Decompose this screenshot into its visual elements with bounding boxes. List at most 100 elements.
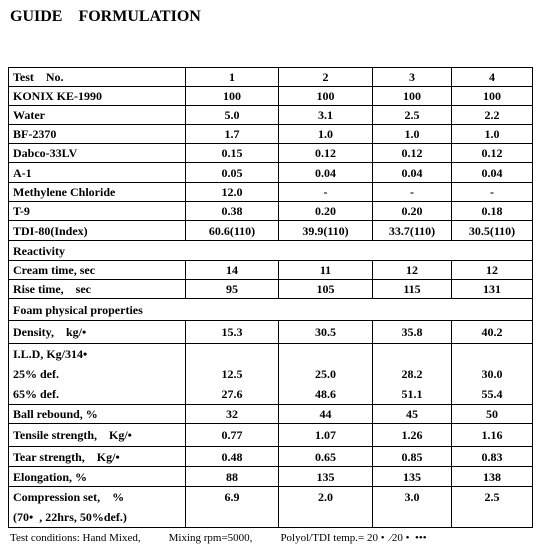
formulation-table: Test No. 1 2 3 4 KONIX KE-1990 100 100 100 100 Wat… <box>8 67 533 528</box>
cell-value: 100 <box>451 86 533 106</box>
row-label: I.L.D, Kg/314• <box>13 347 88 361</box>
cell-value: 0.77 <box>185 423 279 447</box>
value-cell: 6.9 <box>185 486 279 528</box>
value-cell: 2.0 <box>278 486 373 528</box>
value-cell: 25.0 48.6 <box>278 343 373 405</box>
cell-value: 0.20 <box>372 201 452 221</box>
cell-value: 0.05 <box>185 162 279 183</box>
value-cell: 2.5 <box>451 486 533 528</box>
cell-value: 1.7 <box>185 124 279 144</box>
label-cell: Compression set, % (70• , 22hrs, 50%def.) <box>8 486 186 528</box>
cell-value: 25.0 <box>315 367 336 381</box>
footer-text: Test conditions: Hand Mixed, <box>10 532 141 544</box>
cell-value: - <box>372 182 452 202</box>
table-row: Tear strength, Kg/• 0.48 0.65 0.85 0.83 <box>8 446 533 467</box>
cell-value: 0.12 <box>278 143 373 163</box>
cell-value: 105 <box>278 279 373 299</box>
cell-value: 2.2 <box>451 105 533 125</box>
table-row: Methylene Chloride 12.0- - - <box>8 182 533 202</box>
cell-value: 30.5 <box>278 320 373 344</box>
cell-value: 135 <box>372 466 452 487</box>
cell-value: 12.5 <box>221 367 243 381</box>
row-label: Compression set, % <box>13 490 125 504</box>
cell-value: 115 <box>372 279 452 299</box>
table-row: Foam physical properties <box>8 298 533 321</box>
cell-value: 131 <box>451 279 533 299</box>
spacer <box>377 344 447 364</box>
row-label: KONIX KE-1990 <box>8 86 186 106</box>
cell-value: 50 <box>451 404 533 424</box>
row-label: 25% def. <box>13 367 59 381</box>
cell-value: 39.9(110) <box>278 220 373 241</box>
row-label: Methylene Chloride <box>8 182 186 202</box>
table-row: Tensile strength, Kg/• 0.77 1.07 1.26 1.16 <box>8 423 533 447</box>
table-row: Water 5.0 3.1 2.5 2.2 <box>8 105 533 125</box>
row-label: Ball rebound, % <box>8 404 186 424</box>
table-row: TDI-80(Index) 60.6(110) 39.9(110) 33.7(110)… <box>8 220 533 241</box>
title: GUIDE FORMULATION <box>10 8 201 25</box>
cell-value: 28.2 <box>401 367 423 381</box>
cell-value: 1.0 <box>372 124 452 144</box>
cell-value: 3.1 <box>278 105 373 125</box>
table-row: Test No. 1 2 3 4 <box>8 67 533 87</box>
cell-value: 3 <box>372 67 452 87</box>
cell-value: 12 <box>372 260 452 280</box>
cell-value: 2 <box>278 67 373 87</box>
cell-value: 0.85 <box>372 446 452 467</box>
cell-value: 32 <box>185 404 279 424</box>
cell-value: 100 <box>185 86 279 106</box>
row-label: TDI-80(Index) <box>8 220 186 241</box>
cell-value: 0.20 <box>278 201 373 221</box>
cell-value: 100 <box>278 86 373 106</box>
row-label: Cream time, sec <box>8 260 186 280</box>
row-label: A-1 <box>8 162 186 183</box>
cell-value: 30.0 <box>481 367 503 381</box>
cell-value: 0.48 <box>185 446 279 467</box>
cell-value: 33.7(110) <box>372 220 452 241</box>
label-cell: I.L.D, Kg/314• 25% def. 65% def. <box>8 343 186 405</box>
cell-value: 14 <box>185 260 279 280</box>
table-row: Density, kg/• 15.3 30.5 35.8 40.2 <box>8 320 533 344</box>
cell-value: - <box>451 182 533 202</box>
table-row: BF-2370 1.7 1.0 1.0 1.0 <box>8 124 533 144</box>
row-label: Tensile strength, Kg/• <box>8 423 186 447</box>
value-cell: 12.5 27.6 <box>185 343 279 405</box>
table-row: Dabco-33LV 0.15 0.12 0.12 0.12 <box>8 143 533 163</box>
cell-value: 2.0 <box>318 490 333 504</box>
row-label: T-9 <box>8 201 186 221</box>
cell-value: 0.12 <box>372 143 452 163</box>
value-cell: 3.0 <box>372 486 452 528</box>
row-label: Density, kg/• <box>8 320 186 344</box>
row-label: Elongation, % <box>8 466 186 487</box>
cell-value: 12.0 <box>185 182 279 202</box>
cell-value: 48.6 <box>315 387 336 401</box>
row-label: Water <box>8 105 186 125</box>
cell-value: 1.07 <box>278 423 373 447</box>
cell-value: 1.16 <box>451 423 533 447</box>
value-cell: 28.2 51.1 <box>372 343 452 405</box>
row-label: Tear strength, Kg/• <box>8 446 186 467</box>
cell-value: 0.65 <box>278 446 373 467</box>
cell-value: 0.38 <box>185 201 279 221</box>
cell-value: 135 <box>278 466 373 487</box>
spacer <box>456 344 528 364</box>
cell-value: 100 <box>372 86 452 106</box>
cell-value: 51.1 <box>401 387 423 401</box>
cell-value: 11 <box>278 260 373 280</box>
cell-value: 12 <box>451 260 533 280</box>
row-label: BF-2370 <box>8 124 186 144</box>
cell-value: 0.04 <box>451 162 533 183</box>
cell-value: 6.9 <box>224 490 240 504</box>
section-cell: Reactivity <box>8 240 533 261</box>
cell-value: 0.18 <box>451 201 533 221</box>
row-label: 65% def. <box>13 387 59 401</box>
cell-value: 40.2 <box>451 320 533 344</box>
footer: Test conditions: Hand Mixed, Mixing rpm=5… <box>10 532 455 544</box>
cell-value: 138 <box>451 466 533 487</box>
cell-value: 3.0 <box>404 490 420 504</box>
footer-text: Mixing rpm=5000, <box>168 532 253 544</box>
cell-value: 55.4 <box>481 387 503 401</box>
cell-value: 1 <box>185 67 279 87</box>
table-row: A-1 0.05 0.04 0.04 0.04 <box>8 162 533 183</box>
table-row: Compression set, % (70• , 22hrs, 50%def.)… <box>8 486 533 528</box>
